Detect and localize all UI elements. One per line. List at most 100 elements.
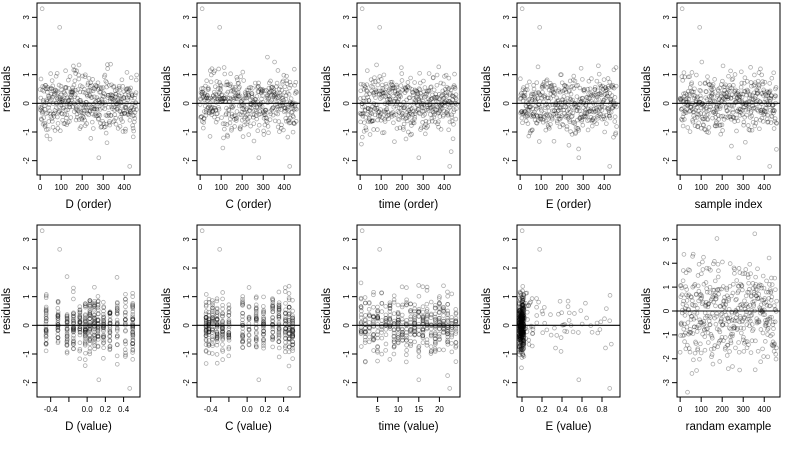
residual-point	[752, 123, 758, 129]
residual-point	[555, 108, 561, 114]
residual-point	[61, 121, 67, 126]
residual-point	[596, 104, 602, 110]
residual-point	[414, 108, 419, 113]
residual-point	[687, 85, 693, 90]
residual-point	[59, 99, 65, 105]
residual-point	[583, 300, 588, 306]
residual-point	[439, 101, 444, 107]
residual-point	[580, 100, 586, 106]
residual-point	[760, 119, 766, 124]
residual-point	[771, 70, 776, 76]
residual-point	[527, 79, 532, 85]
residual-point	[364, 68, 370, 73]
residual-point	[108, 113, 114, 118]
x-axis: -0.4 0.0 0.2 0.4	[204, 397, 290, 414]
residual-point	[740, 287, 745, 293]
residual-point	[554, 118, 560, 124]
residual-point	[399, 317, 405, 322]
residual-point	[104, 84, 109, 90]
residual-point	[70, 89, 76, 95]
residual-point	[705, 112, 711, 117]
residual-point	[534, 114, 540, 119]
residual-point	[121, 95, 126, 100]
residual-point	[78, 124, 84, 129]
residual-point	[705, 74, 710, 79]
residual-point	[760, 90, 765, 96]
residual-point	[267, 89, 273, 95]
residual-point	[692, 115, 698, 121]
residual-point	[431, 103, 437, 109]
residual-point	[55, 126, 61, 131]
residual-point	[542, 95, 548, 100]
residual-point	[268, 111, 274, 117]
residual-point	[286, 102, 291, 107]
residual-point	[59, 87, 64, 93]
residual-point	[399, 110, 405, 116]
residual-point	[261, 294, 266, 300]
y-tick-label: 0	[662, 308, 671, 313]
residual-point	[62, 90, 67, 96]
residual-point	[700, 116, 706, 122]
residual-point	[240, 97, 246, 102]
x-tick-label: 0	[518, 183, 523, 192]
residual-point	[746, 127, 752, 132]
residual-point	[391, 318, 397, 324]
residual-point	[203, 292, 209, 297]
residual-point	[718, 131, 724, 137]
residual-point	[752, 367, 758, 373]
residual-point	[37, 87, 43, 92]
residual-point	[400, 114, 406, 119]
residual-point	[704, 89, 709, 94]
residual-point	[79, 105, 84, 110]
residual-point	[710, 115, 715, 121]
outlier-point	[199, 6, 205, 12]
residual-point	[714, 104, 719, 110]
residual-point	[373, 89, 379, 94]
residual-point	[263, 107, 268, 113]
residual-point	[359, 141, 364, 147]
residual-point	[526, 104, 532, 110]
residual-point	[63, 85, 69, 91]
residual-point	[80, 105, 86, 111]
residual-point	[531, 111, 536, 116]
residual-point	[212, 95, 218, 100]
residual-point	[405, 112, 410, 118]
residual-point	[450, 136, 456, 142]
residual-point	[66, 102, 72, 107]
residual-point	[578, 112, 584, 117]
residual-point	[453, 96, 459, 102]
residual-point	[534, 120, 539, 125]
residual-point	[363, 115, 368, 120]
residual-point	[119, 103, 125, 109]
residual-point	[379, 115, 385, 120]
residual-point	[203, 361, 209, 366]
residual-point	[564, 108, 570, 113]
residual-point	[367, 91, 372, 97]
residual-point	[600, 83, 605, 89]
residual-point	[583, 114, 588, 120]
residual-point	[445, 108, 450, 113]
x-tick-label: 0	[38, 183, 43, 192]
residual-point	[536, 90, 542, 96]
residual-point	[257, 109, 262, 114]
residual-point	[548, 83, 554, 89]
residual-point	[293, 101, 298, 107]
residual-point	[225, 82, 230, 87]
residual-point	[763, 109, 769, 115]
residual-point	[545, 117, 550, 123]
residual-point	[68, 115, 74, 120]
residual-point	[593, 92, 598, 98]
residual-point	[55, 340, 61, 346]
outlier-point	[127, 386, 132, 391]
outlier-point	[416, 377, 422, 383]
residual-point	[597, 91, 602, 96]
residual-point	[773, 93, 779, 99]
residual-point	[88, 80, 93, 85]
residual-point	[368, 77, 374, 82]
residual-point	[123, 87, 129, 93]
residual-point	[280, 103, 286, 108]
residual-point	[573, 131, 578, 136]
residual-point	[747, 93, 753, 98]
residual-point	[101, 332, 106, 338]
residual-point	[74, 111, 80, 117]
